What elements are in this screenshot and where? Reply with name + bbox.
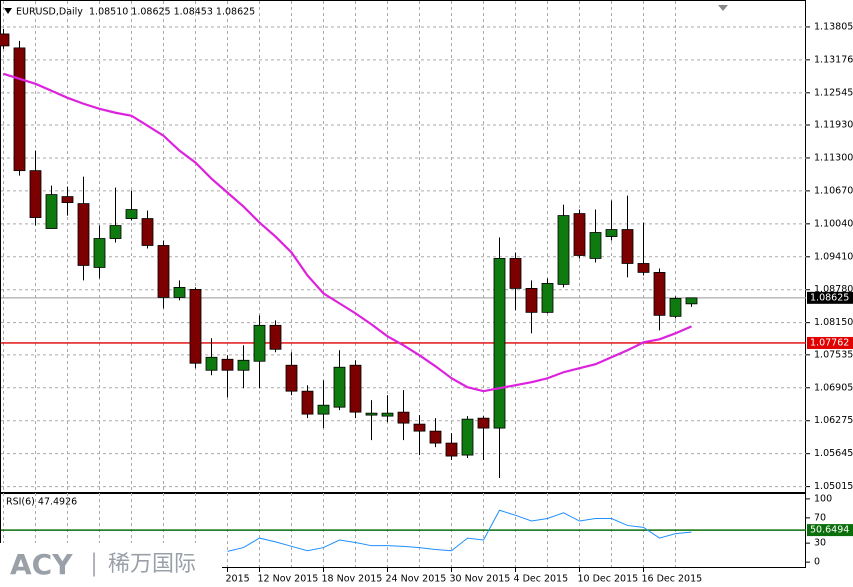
x-tick-label: 18 Nov 2015 xyxy=(322,574,383,585)
candle-body xyxy=(125,209,138,219)
candle-body xyxy=(541,282,554,313)
y-tick-label: 1.05015 xyxy=(814,481,853,492)
candle-body xyxy=(29,170,42,218)
y-tick-label: 1.13805 xyxy=(814,21,853,32)
y-tick-label: 100 xyxy=(814,493,832,504)
pane-marker xyxy=(718,5,728,11)
hline-label: 1.07762 xyxy=(810,337,849,348)
rsi-level-bg xyxy=(807,524,853,537)
x-tick-label: 10 Dec 2015 xyxy=(578,574,639,585)
candle-body xyxy=(141,218,154,246)
candle-body xyxy=(381,412,394,417)
y-tick-label: 1.06275 xyxy=(814,415,853,426)
candle-body xyxy=(557,215,570,285)
candle-body xyxy=(509,258,522,289)
candle-body xyxy=(173,287,186,298)
candle-body xyxy=(157,245,170,298)
y-tick-label: 1.13176 xyxy=(814,54,853,65)
y-tick-label: 30 xyxy=(814,538,826,549)
candle-body xyxy=(205,356,218,371)
plot xyxy=(0,28,806,552)
candle-body xyxy=(525,288,538,313)
candle-body xyxy=(253,324,266,362)
candle-body xyxy=(77,203,90,266)
candle-body xyxy=(397,411,410,424)
candle-body xyxy=(301,390,314,415)
candle-body xyxy=(445,442,458,457)
x-tick-label: 16 Dec 2015 xyxy=(642,574,703,585)
y-tick-label: 1.12545 xyxy=(814,87,853,98)
symbol-marker xyxy=(4,8,12,14)
hline-label-bg xyxy=(807,336,853,349)
y-tick-label: 70 xyxy=(814,512,826,523)
candle-body xyxy=(221,358,234,371)
candle-body xyxy=(93,238,106,268)
watermark-separator: | xyxy=(90,549,98,577)
y-tick-label: 1.06905 xyxy=(814,382,853,393)
watermark-name: 稀万国际 xyxy=(108,552,196,577)
candle-body xyxy=(109,225,122,239)
candle-body xyxy=(0,33,10,47)
candle-body xyxy=(589,232,602,259)
rsi-line xyxy=(227,509,692,552)
candle-body xyxy=(429,430,442,444)
candle-body xyxy=(61,196,74,203)
candle-body xyxy=(285,364,298,392)
candle-body xyxy=(573,213,586,256)
candle-body xyxy=(653,272,666,316)
candle-body xyxy=(333,366,346,408)
chart-title: EURUSD,Daily xyxy=(16,7,83,18)
y-tick-label: 1.08780 xyxy=(814,284,853,295)
y-tick-label: 1.11930 xyxy=(814,119,853,130)
watermark-brand: ACY xyxy=(10,548,73,581)
candle-body xyxy=(237,359,250,371)
candle-body xyxy=(13,47,26,172)
rsi-title: RSI(6) 47.4926 xyxy=(6,497,77,508)
candle-body xyxy=(605,229,618,237)
candle-body xyxy=(413,423,426,432)
x-tick-label: 24 Nov 2015 xyxy=(386,574,447,585)
last-price-bg xyxy=(807,291,853,304)
candle-body xyxy=(45,194,58,229)
ohlc-values: 1.08510 1.08625 1.08453 1.08625 xyxy=(89,7,255,18)
candle-body xyxy=(669,298,682,317)
y-tick-label: 1.09410 xyxy=(814,251,853,262)
y-tick-label: 1.05645 xyxy=(814,448,853,459)
candle-body xyxy=(461,418,474,456)
candle-body xyxy=(189,289,202,364)
y-tick-label: 1.08150 xyxy=(814,317,853,328)
candle-body xyxy=(317,404,330,415)
candle-body xyxy=(621,229,634,264)
x-tick-label: 4 Dec 2015 xyxy=(514,574,569,585)
x-tick-label: 12 Nov 2015 xyxy=(258,574,319,585)
candle-body xyxy=(493,258,506,429)
candle-body xyxy=(269,324,282,350)
y-tick-label: 0 xyxy=(814,557,820,568)
x-tick-label: 30 Nov 2015 xyxy=(450,574,511,585)
candle-body xyxy=(349,364,362,413)
watermark-bg xyxy=(0,543,222,587)
y-tick-label: 1.10040 xyxy=(814,218,853,229)
candle-body xyxy=(685,297,698,305)
x-tick-label: 2015 xyxy=(226,574,250,585)
last-price-label: 1.08625 xyxy=(810,292,849,303)
candle-body xyxy=(365,412,378,416)
y-tick-label: 1.10670 xyxy=(814,185,853,196)
candle-body xyxy=(637,263,650,273)
rsi-level-label: 50.6494 xyxy=(810,525,849,536)
main-pane xyxy=(0,0,806,493)
moving-average xyxy=(3,72,692,393)
candle-body xyxy=(477,417,490,429)
y-tick-label: 1.11300 xyxy=(814,152,853,163)
y-tick-label: 1.07535 xyxy=(814,349,853,360)
